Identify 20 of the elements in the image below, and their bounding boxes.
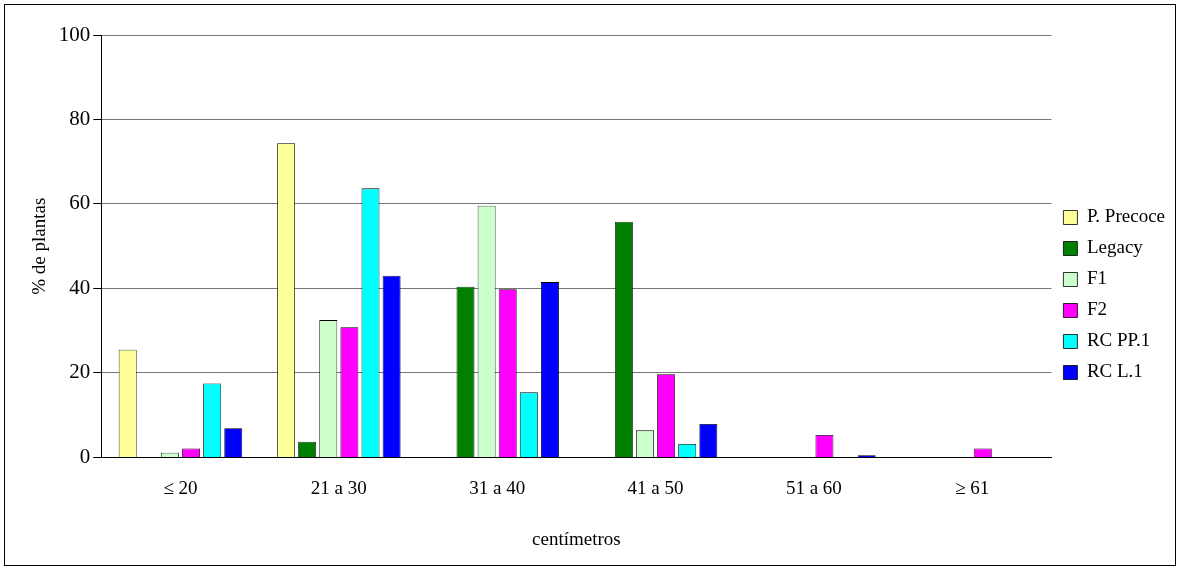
legend-label: RC PP.1 <box>1086 329 1151 351</box>
legend-label: F2 <box>1086 298 1107 320</box>
legend-label: Legacy <box>1086 236 1144 258</box>
x-tick-label: 51 a 60 <box>785 476 842 498</box>
x-tick-label: ≥ 61 <box>955 476 990 498</box>
x-tick-label: 41 a 50 <box>627 476 684 498</box>
legend-label: P. Precoce <box>1086 205 1166 227</box>
y-tick-label: 0 <box>79 443 91 468</box>
x-axis-title: centímetros <box>532 527 621 549</box>
x-tick-label: ≤ 20 <box>163 476 198 498</box>
x-tick-label: 31 a 40 <box>469 476 526 498</box>
x-tick-label: 21 a 30 <box>310 476 367 498</box>
legend-label: F1 <box>1086 267 1107 289</box>
y-tick-label: 100 <box>58 21 91 46</box>
y-tick-label: 80 <box>69 106 91 130</box>
y-tick-label: 40 <box>69 274 91 299</box>
y-tick-label: 20 <box>69 359 91 384</box>
legend-label: RC L.1 <box>1086 360 1143 382</box>
y-tick-label: 60 <box>69 190 91 215</box>
y-axis-title: % de plantas <box>28 197 50 295</box>
